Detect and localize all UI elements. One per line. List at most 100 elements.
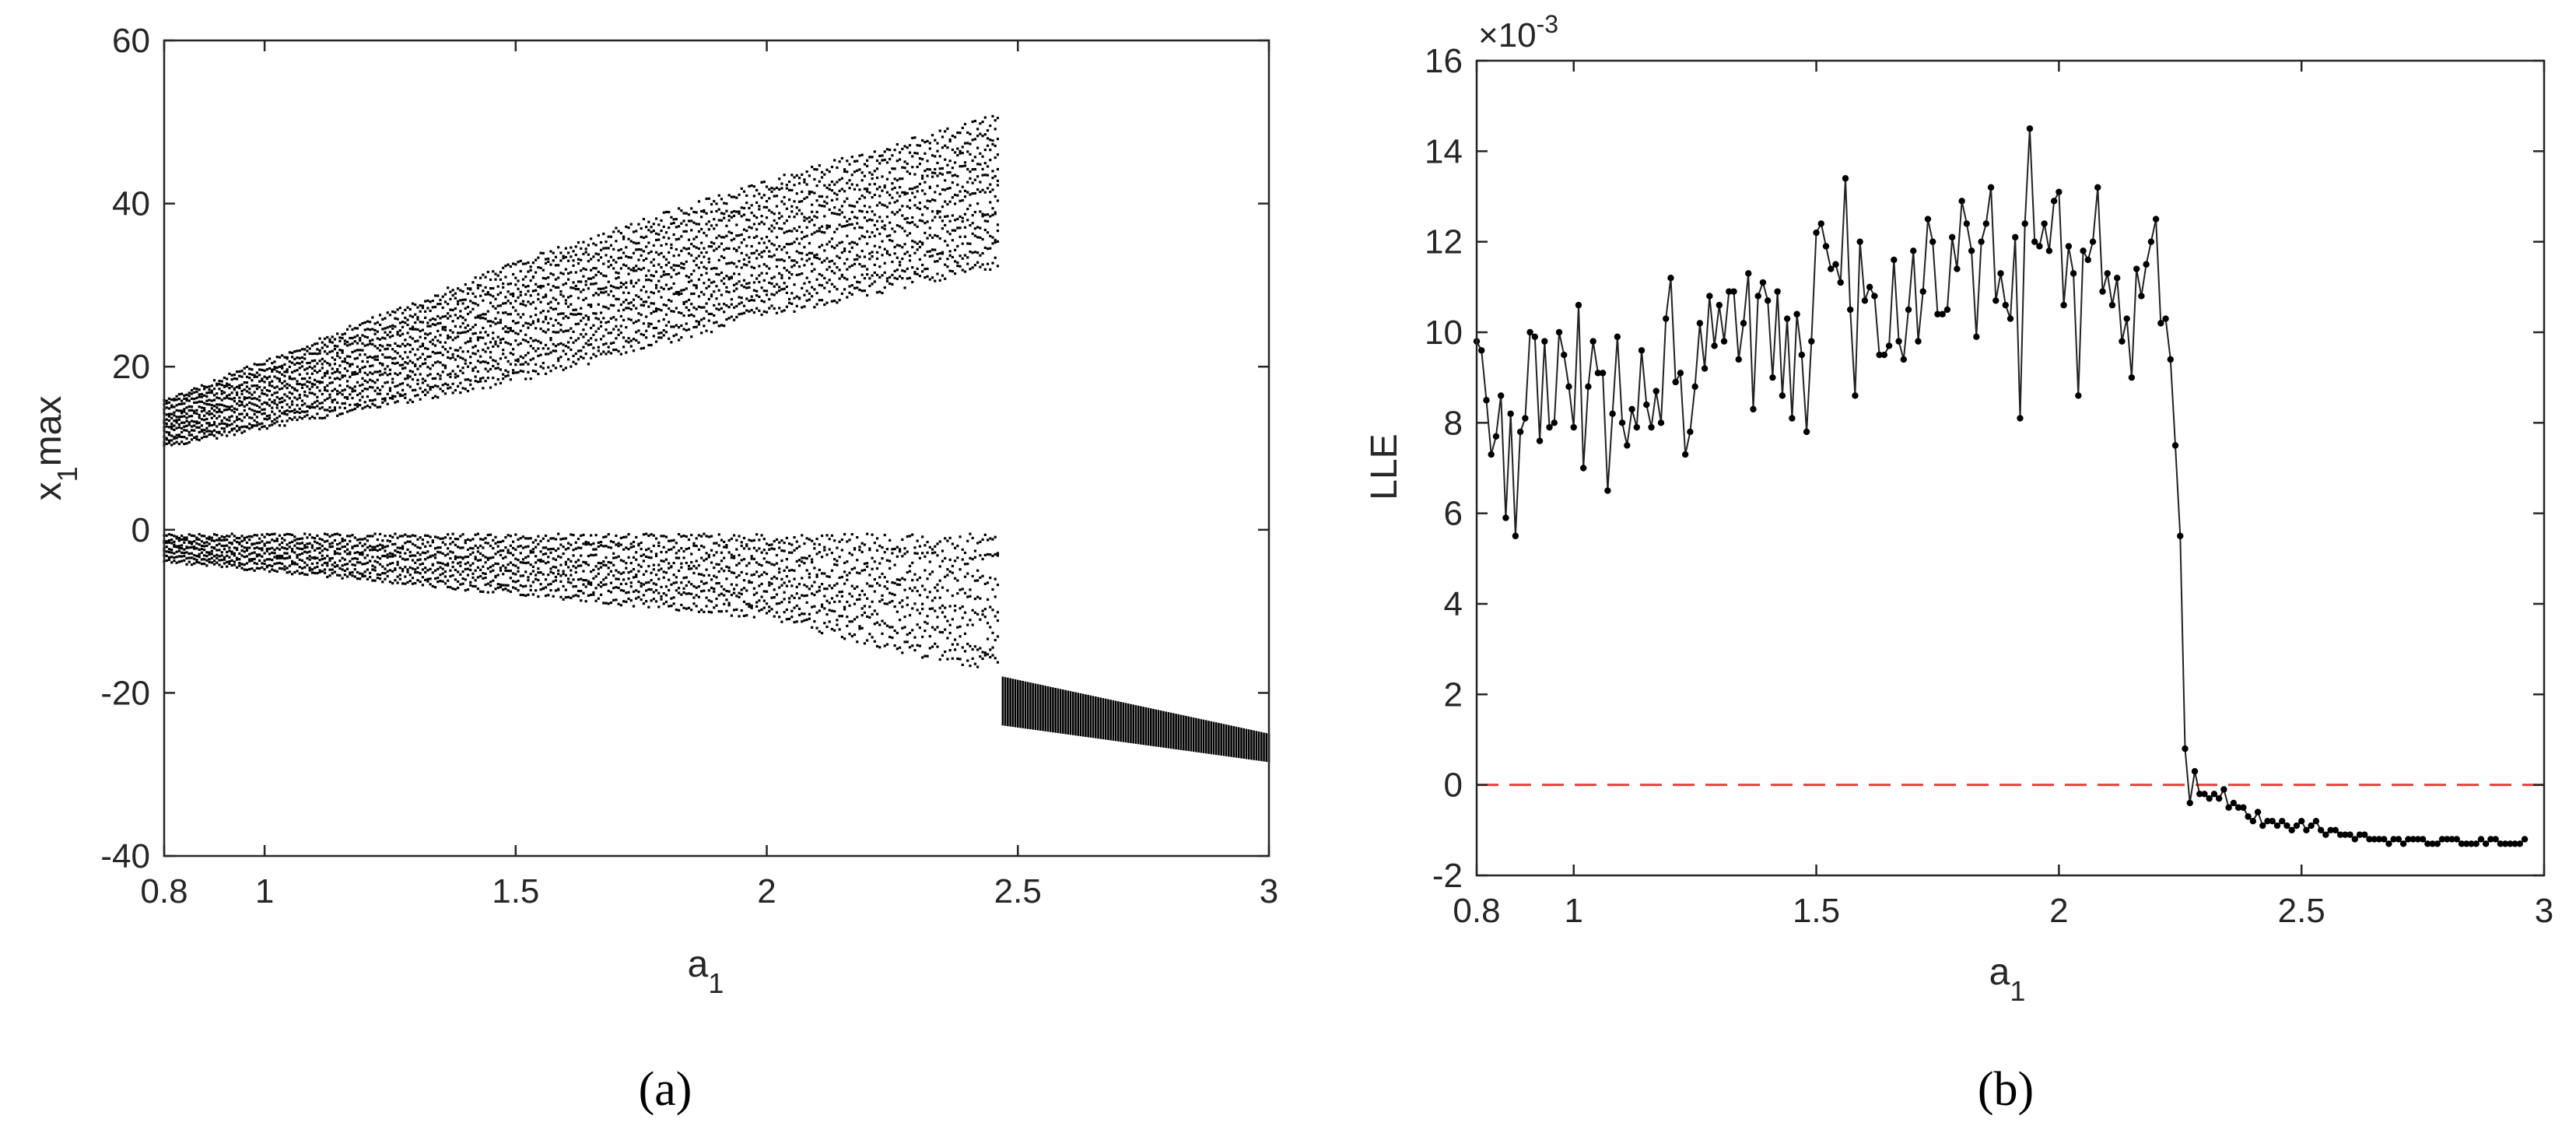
a-point <box>748 581 751 584</box>
a-point <box>195 554 198 558</box>
a-point <box>193 535 196 538</box>
a-point <box>371 380 374 383</box>
a-point <box>296 380 299 383</box>
a-point <box>198 552 201 556</box>
a-point <box>188 421 191 424</box>
a-point <box>310 353 314 356</box>
a-point <box>592 553 595 557</box>
a-point <box>725 224 728 227</box>
a-point <box>464 388 467 391</box>
a-point <box>609 352 613 355</box>
a-point <box>607 560 610 564</box>
a-point <box>612 341 615 345</box>
a-point <box>496 367 499 370</box>
a-point <box>296 563 299 566</box>
a-point <box>396 352 399 355</box>
a-point <box>443 328 447 331</box>
a-point <box>253 403 256 406</box>
a-point <box>494 542 497 545</box>
a-point <box>220 411 223 414</box>
a-point <box>248 376 251 380</box>
a-point <box>617 297 620 301</box>
a-point <box>454 388 457 392</box>
a-point <box>228 562 231 566</box>
a-point <box>780 227 783 230</box>
a-point <box>431 541 434 544</box>
a-point <box>587 318 591 321</box>
a-point <box>785 251 788 254</box>
a-point <box>750 539 753 542</box>
a-point <box>175 545 178 549</box>
a-point <box>775 282 779 286</box>
a-point <box>177 433 180 437</box>
a-point <box>680 336 683 339</box>
a-point <box>210 389 213 392</box>
a-point <box>825 553 829 556</box>
a-point <box>356 349 359 352</box>
a-point <box>592 312 595 315</box>
a-point <box>773 188 776 191</box>
a-point <box>361 349 364 352</box>
a-point <box>848 604 851 607</box>
a-point <box>492 564 495 567</box>
a-point <box>406 548 409 551</box>
a-point <box>619 303 622 307</box>
a-point <box>720 538 724 542</box>
a-point <box>398 321 401 324</box>
a-point <box>707 574 710 577</box>
a-point <box>670 341 673 344</box>
a-point <box>622 578 626 581</box>
a-point <box>306 349 309 353</box>
a-point <box>615 277 618 280</box>
a-point <box>433 586 437 589</box>
a-point <box>657 307 661 311</box>
a-point <box>793 620 796 624</box>
a-point <box>808 576 811 579</box>
a-point <box>454 358 457 361</box>
a-point <box>547 282 550 286</box>
a-point <box>680 566 683 569</box>
a-point <box>514 573 517 576</box>
a-point <box>288 545 291 549</box>
a-point <box>517 332 520 335</box>
a-point <box>813 268 816 271</box>
a-point <box>243 556 246 559</box>
a-point <box>690 229 693 232</box>
a-point <box>443 325 447 329</box>
a-point <box>499 357 503 360</box>
a-point <box>306 551 309 554</box>
a-point <box>288 375 291 378</box>
a-point <box>564 302 567 305</box>
a-point <box>778 307 781 310</box>
a-point <box>451 289 454 292</box>
a-point <box>258 410 261 413</box>
a-point <box>808 612 811 616</box>
a-point <box>727 317 731 320</box>
a-point <box>248 423 251 426</box>
a-point <box>594 548 598 551</box>
a-point <box>429 324 432 328</box>
a-point <box>647 534 650 537</box>
a-point <box>738 212 741 216</box>
a-point <box>738 296 741 299</box>
a-point <box>482 313 485 316</box>
a-point <box>492 321 495 324</box>
a-point <box>469 564 472 567</box>
a-point <box>482 577 485 580</box>
a-point <box>602 602 605 605</box>
a-point <box>619 247 622 251</box>
a-point <box>263 375 266 378</box>
a-point <box>813 167 816 171</box>
a-point <box>853 205 857 208</box>
a-point <box>361 383 364 386</box>
a-point <box>645 257 648 261</box>
a-point <box>717 208 720 211</box>
a-point <box>245 396 249 400</box>
a-point <box>408 375 412 378</box>
a-point <box>524 561 527 565</box>
a-point <box>396 308 399 311</box>
a-point <box>557 555 560 558</box>
a-point <box>554 298 558 301</box>
a-point <box>431 299 434 303</box>
a-point <box>177 426 180 429</box>
